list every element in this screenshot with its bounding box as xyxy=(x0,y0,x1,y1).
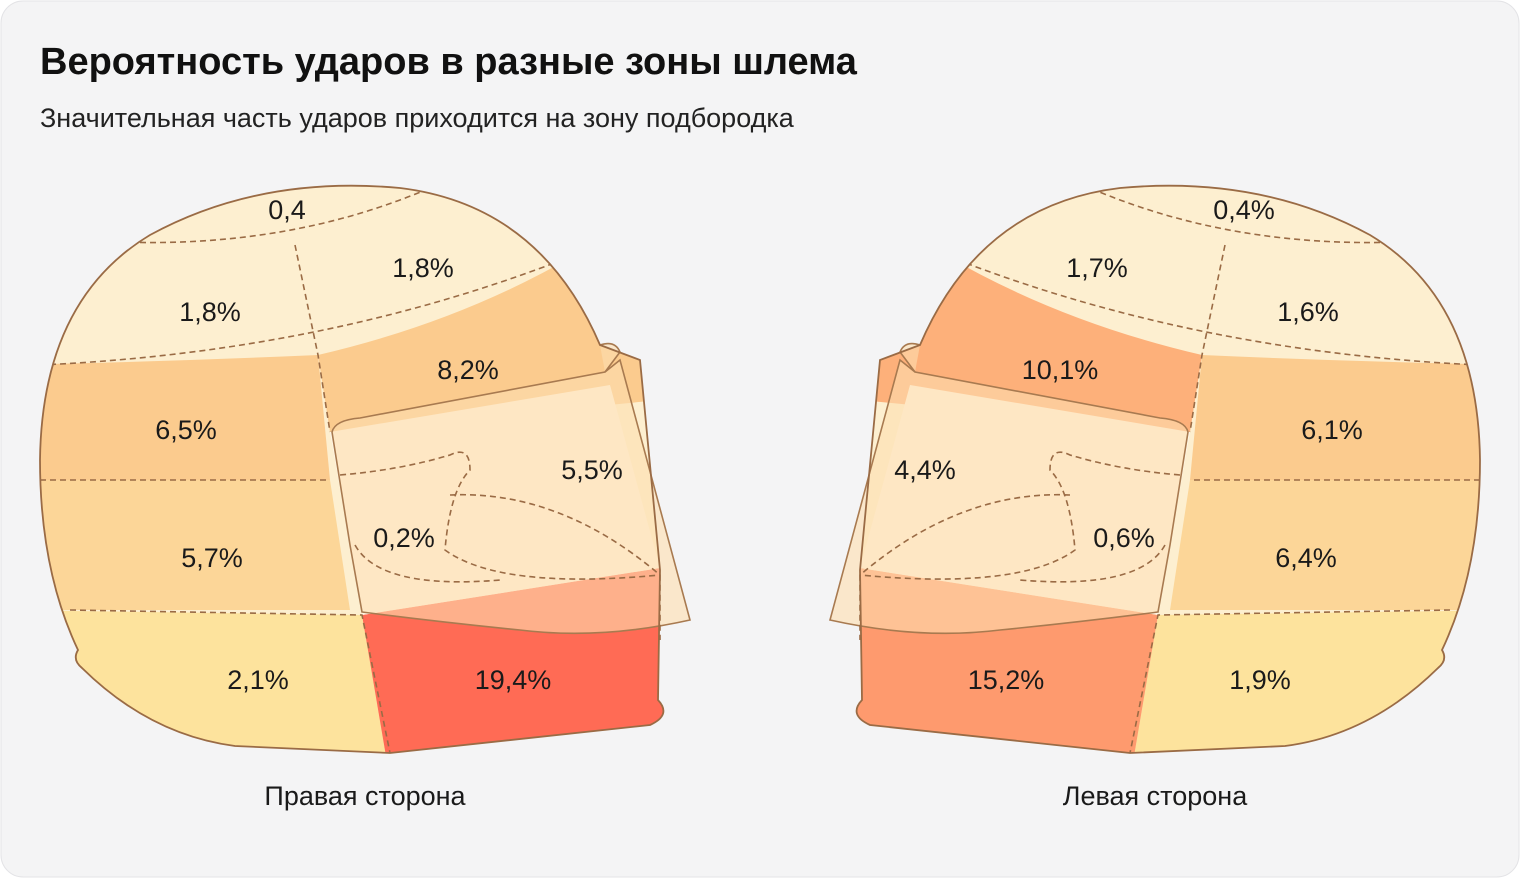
zone-label: 0,6% xyxy=(1093,523,1155,553)
zone-label: 15,2% xyxy=(968,665,1045,695)
zone-label: 19,4% xyxy=(475,665,552,695)
zone-label: 1,6% xyxy=(1277,297,1339,327)
zone-label: 1,8% xyxy=(392,253,454,283)
zone-label: 10,1% xyxy=(1022,355,1099,385)
zone-label: 1,8% xyxy=(179,297,241,327)
zone-label: 6,1% xyxy=(1301,415,1363,445)
zone-labels: 0,4 1,8% 1,8% 8,2% 6,5% 5,5% 0,2% 5,7% 2,1% 19,4%… xyxy=(155,195,1363,695)
caption: Левая сторона xyxy=(1063,781,1248,811)
zone-label: 0,4% xyxy=(1213,195,1275,225)
caption: Правая сторона xyxy=(264,781,466,811)
zone-label: 5,5% xyxy=(561,455,623,485)
zone-label: 0,4 xyxy=(268,195,306,225)
zone-label: 2,1% xyxy=(227,665,289,695)
zone-label: 1,9% xyxy=(1229,665,1291,695)
zone-label: 1,7% xyxy=(1066,253,1128,283)
zone-label: 8,2% xyxy=(437,355,499,385)
subtitle: Значительная часть ударов приходится на … xyxy=(40,103,795,133)
zone-label: 6,5% xyxy=(155,415,217,445)
zone-label: 4,4% xyxy=(894,455,956,485)
zone-label: 6,4% xyxy=(1275,543,1337,573)
title: Вероятность ударов в разные зоны шлема xyxy=(40,41,858,83)
zone-label: 0,2% xyxy=(373,523,435,553)
zone-label: 5,7% xyxy=(181,543,243,573)
